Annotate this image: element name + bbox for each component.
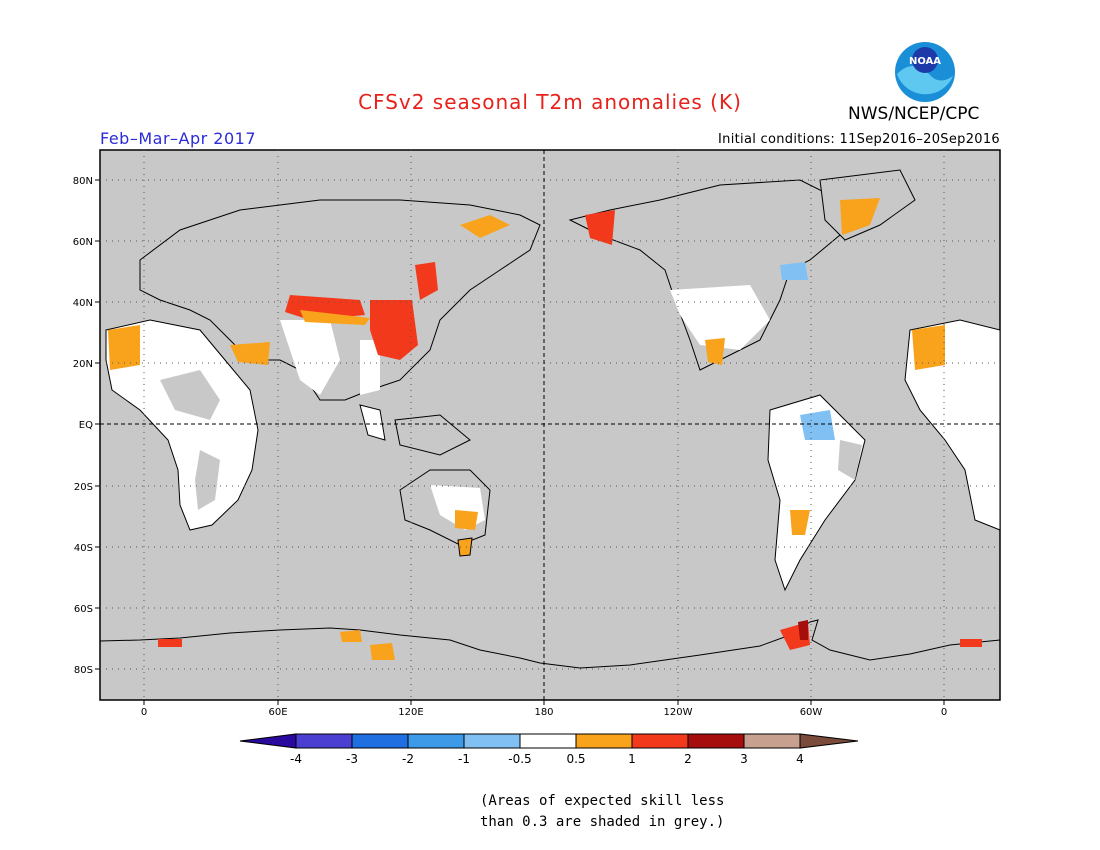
skill-note: (Areas of expected skill less than 0.3 a… [480, 791, 780, 833]
color-legend [239, 733, 859, 749]
australia [399, 469, 491, 546]
skill-note-line: (Areas of expected skill less [480, 793, 725, 809]
legend-label: -0.5 [508, 752, 531, 766]
agency-label: NWS/NCEP/CPC [848, 104, 980, 124]
legend-arrow-left [239, 733, 297, 749]
africa [105, 319, 259, 531]
lon-label: 120E [398, 707, 423, 718]
initial-conditions: Initial conditions: 11Sep2016–20Sep2016 [718, 132, 1000, 147]
lat-label: 40S [74, 543, 93, 554]
lon-label: 180 [534, 707, 553, 718]
forecast-period: Feb–Mar–Apr 2017 [100, 129, 256, 148]
legend-label: 1 [628, 752, 636, 766]
legend-swatch [743, 733, 801, 749]
south-america [767, 394, 866, 592]
legend-arrow-right [799, 733, 859, 749]
legend-label: -2 [402, 752, 414, 766]
lon-label: 60W [800, 707, 823, 718]
noaa-logo: NOAA [895, 42, 955, 102]
lat-label: EQ [79, 420, 93, 431]
lat-label: 80S [74, 665, 93, 676]
greenland [819, 169, 916, 241]
lon-label: 120W [664, 707, 693, 718]
legend-swatch [463, 733, 521, 749]
lon-label: 0 [141, 707, 147, 718]
legend-swatch [295, 733, 353, 749]
legend-label: 3 [740, 752, 748, 766]
lat-label: 20S [74, 482, 93, 493]
legend-swatch [519, 733, 577, 749]
lat-label: 80N [73, 176, 93, 187]
north-america [568, 179, 841, 371]
legend-swatch [351, 733, 409, 749]
legend-label: -1 [458, 752, 470, 766]
legend-label: -4 [290, 752, 302, 766]
legend-label: 0.5 [566, 752, 585, 766]
lat-label: 60N [73, 237, 93, 248]
lon-label: 60E [268, 707, 287, 718]
legend-label: 2 [684, 752, 692, 766]
legend-swatch [631, 733, 689, 749]
skill-note-line: than 0.3 are shaded in grey.) [480, 814, 725, 830]
lat-label: 60S [74, 604, 93, 615]
eurasia [139, 199, 541, 401]
lon-label: 0 [941, 707, 947, 718]
china-warm-anomaly [370, 300, 418, 360]
lat-label: 20N [73, 359, 93, 370]
svg-text:NOAA: NOAA [909, 56, 941, 67]
legend-swatch [407, 733, 465, 749]
legend-swatch [687, 733, 745, 749]
legend-label: -3 [346, 752, 358, 766]
antarctica-coast [99, 619, 1001, 669]
lat-label: 40N [73, 298, 93, 309]
map-background [99, 149, 1001, 701]
legend-swatch [575, 733, 633, 749]
chart-title: CFSv2 seasonal T2m anomalies (K) [358, 90, 742, 114]
legend-label: 4 [796, 752, 804, 766]
